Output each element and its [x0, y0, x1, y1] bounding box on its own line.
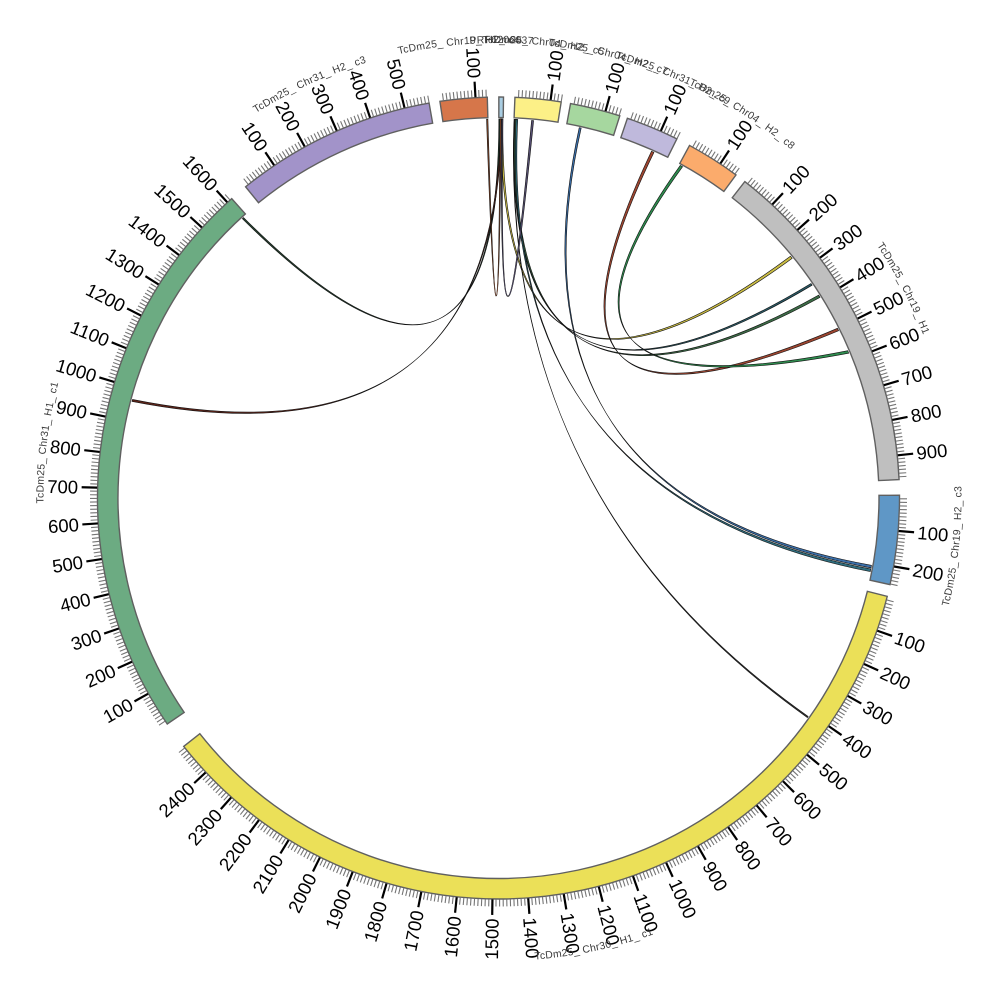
svg-text:PRF6206037: PRF6206037 [469, 35, 534, 47]
svg-text:900: 900 [916, 440, 949, 464]
svg-text:200: 200 [911, 559, 945, 585]
svg-text:700: 700 [47, 476, 78, 498]
svg-text:100: 100 [543, 49, 568, 82]
svg-text:600: 600 [47, 514, 79, 537]
svg-text:1400: 1400 [519, 917, 543, 960]
svg-text:100: 100 [917, 522, 949, 545]
svg-text:1600: 1600 [440, 915, 465, 958]
svg-text:800: 800 [49, 436, 82, 460]
svg-text:100: 100 [462, 47, 485, 79]
svg-text:500: 500 [51, 552, 85, 577]
svg-text:1500: 1500 [481, 918, 503, 959]
